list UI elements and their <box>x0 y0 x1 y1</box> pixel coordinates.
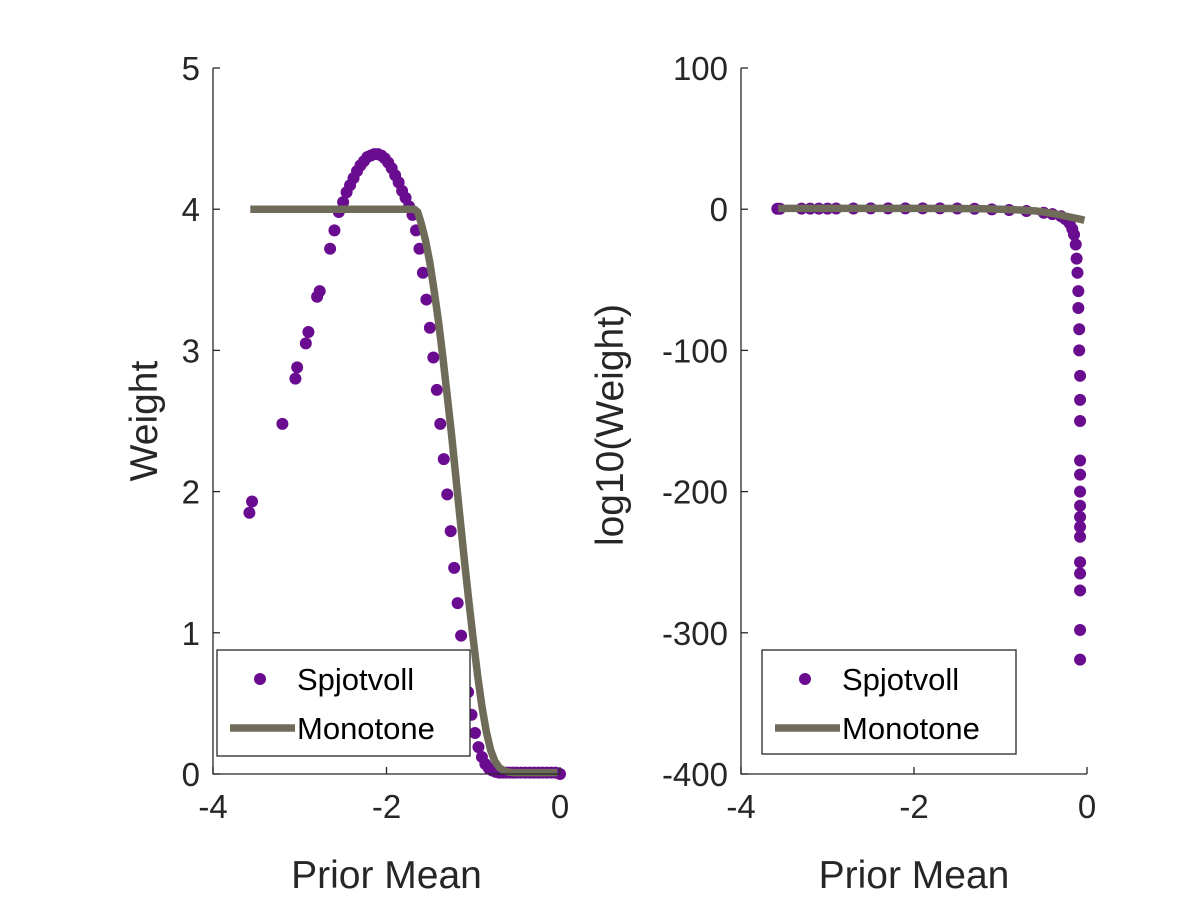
log-weight-chart-x-tick-label: -2 <box>899 788 928 825</box>
weight-chart-legend-marker-spjotvoll <box>254 673 266 685</box>
log-weight-chart-point-spjotvoll <box>1074 653 1087 666</box>
log-weight-chart-point-spjotvoll <box>1074 530 1087 543</box>
weight-chart-point-spjotvoll <box>472 741 485 754</box>
weight-chart-point-spjotvoll <box>328 224 341 237</box>
log-weight-chart-legend: Spjotvoll Monotone <box>761 649 1017 755</box>
weight-chart-ticks: -4 -2 0 0 1 2 3 4 5 <box>182 50 570 825</box>
log-weight-chart-legend-marker-spjotvoll <box>799 673 811 685</box>
weight-chart-y-axis-label: Weight <box>123 361 166 482</box>
log-weight-chart-y-tick-label: 0 <box>710 191 728 228</box>
weight-chart-point-spjotvoll <box>416 266 429 279</box>
log-weight-chart-x-tick-label: -4 <box>726 788 755 825</box>
log-weight-chart-point-spjotvoll <box>1074 454 1087 467</box>
weight-chart-y-tick-label: 0 <box>182 756 200 793</box>
log-weight-chart-point-spjotvoll <box>1069 238 1082 251</box>
log-weight-chart-y-tick-label: 100 <box>673 50 728 87</box>
log-weight-chart-x-axis-label: Prior Mean <box>819 854 1010 897</box>
weight-chart-point-spjotvoll <box>455 629 468 642</box>
weight-chart-point-spjotvoll <box>430 383 443 396</box>
log-weight-chart-point-spjotvoll <box>1074 520 1087 533</box>
weight-chart-point-spjotvoll <box>448 561 461 574</box>
log-weight-chart-point-spjotvoll <box>1074 623 1087 636</box>
weight-chart-x-tick-label: 0 <box>551 788 569 825</box>
weight-chart-legend: Spjotvoll Monotone <box>216 649 471 757</box>
weight-chart-point-spjotvoll <box>427 351 440 364</box>
weight-chart-point-spjotvoll <box>444 525 457 538</box>
log-weight-chart-point-spjotvoll <box>1074 468 1087 481</box>
weight-chart-point-spjotvoll <box>468 727 481 740</box>
weight-chart-point-spjotvoll <box>246 495 259 508</box>
weight-chart-point-spjotvoll <box>423 321 436 334</box>
weight-chart-point-spjotvoll <box>420 293 433 306</box>
weight-chart-point-spjotvoll <box>276 417 289 430</box>
weight-chart-point-spjotvoll <box>451 597 464 610</box>
log-weight-chart-point-spjotvoll <box>1073 323 1086 336</box>
log-weight-chart-point-spjotvoll <box>1068 228 1081 241</box>
weight-chart-legend-label-spjotvoll: Spjotvoll <box>297 662 414 697</box>
log-weight-chart-point-spjotvoll <box>1072 302 1085 315</box>
log-weight-chart-y-tick-label: -200 <box>662 474 728 511</box>
weight-chart-legend-box <box>216 649 471 757</box>
log-weight-chart-legend-box <box>761 649 1017 755</box>
log-weight-chart-point-spjotvoll <box>1074 499 1087 512</box>
log-weight-chart-point-spjotvoll <box>1074 584 1087 597</box>
weight-chart-point-spjotvoll <box>337 196 350 209</box>
log-weight-chart-legend-label-spjotvoll: Spjotvoll <box>842 662 959 697</box>
weight-chart-point-spjotvoll <box>441 488 454 501</box>
log-weight-chart-y-tick-label: -100 <box>662 332 728 369</box>
log-weight-chart-point-spjotvoll <box>1074 369 1087 382</box>
weight-chart-point-spjotvoll <box>324 242 337 255</box>
log-weight-chart-legend-label-monotone: Monotone <box>842 711 980 746</box>
weight-chart-y-tick-label: 4 <box>182 191 200 228</box>
weight-chart-legend-label-monotone: Monotone <box>297 711 435 746</box>
weight-chart-y-tick-label: 3 <box>182 332 200 369</box>
weight-chart-y-tick-label: 2 <box>182 474 200 511</box>
weight-chart-point-spjotvoll <box>243 506 256 519</box>
weight-chart-point-spjotvoll <box>434 417 447 430</box>
weight-chart-point-spjotvoll <box>413 242 426 255</box>
weight-chart-series-line-monotone <box>250 205 558 777</box>
log-weight-chart-point-spjotvoll <box>1074 393 1087 406</box>
log-weight-chart-y-tick-label: -300 <box>662 615 728 652</box>
log-weight-chart-x-tick-label: 0 <box>1078 788 1096 825</box>
weight-chart-y-tick-label: 5 <box>182 50 200 87</box>
log-weight-chart-point-spjotvoll <box>1071 266 1084 279</box>
weight-chart-point-spjotvoll <box>299 337 312 350</box>
log-weight-chart: -4 -2 0 -400 -300 -200 -100 0 100 Prior Mean log… <box>589 50 1096 897</box>
weight-chart-point-spjotvoll <box>302 326 315 339</box>
log-weight-chart-series-line-monotone <box>778 204 1086 224</box>
log-weight-chart-y-axis-label: log10(Weight) <box>589 304 632 546</box>
log-weight-chart-point-spjotvoll <box>1074 415 1087 427</box>
log-weight-chart-point-spjotvoll <box>1072 285 1085 298</box>
weight-chart-point-spjotvoll <box>313 285 326 298</box>
weight-chart-x-tick-label: -4 <box>198 788 227 825</box>
log-weight-chart-ticks: -4 -2 0 -400 -300 -200 -100 0 100 <box>662 50 1096 825</box>
weight-chart-point-spjotvoll <box>289 372 302 385</box>
log-weight-chart-point-spjotvoll <box>1073 344 1086 357</box>
weight-chart-x-axis-label: Prior Mean <box>291 854 482 897</box>
log-weight-chart-point-spjotvoll <box>1074 567 1087 580</box>
weight-chart-point-spjotvoll <box>291 361 304 374</box>
weight-chart: -4 -2 0 0 1 2 3 4 5 Prior Mean Weight Spjotvoll … <box>123 50 569 897</box>
weight-chart-x-tick-label: -2 <box>372 788 401 825</box>
log-weight-chart-y-tick-label: -400 <box>662 756 728 793</box>
weight-chart-y-tick-label: 1 <box>182 615 200 652</box>
weight-chart-point-spjotvoll <box>437 453 450 466</box>
log-weight-chart-series <box>771 202 1087 666</box>
log-weight-chart-point-spjotvoll <box>1074 511 1087 524</box>
log-weight-chart-point-spjotvoll <box>1070 252 1083 265</box>
log-weight-chart-point-spjotvoll <box>1074 556 1087 569</box>
log-weight-chart-point-spjotvoll <box>1074 485 1087 498</box>
